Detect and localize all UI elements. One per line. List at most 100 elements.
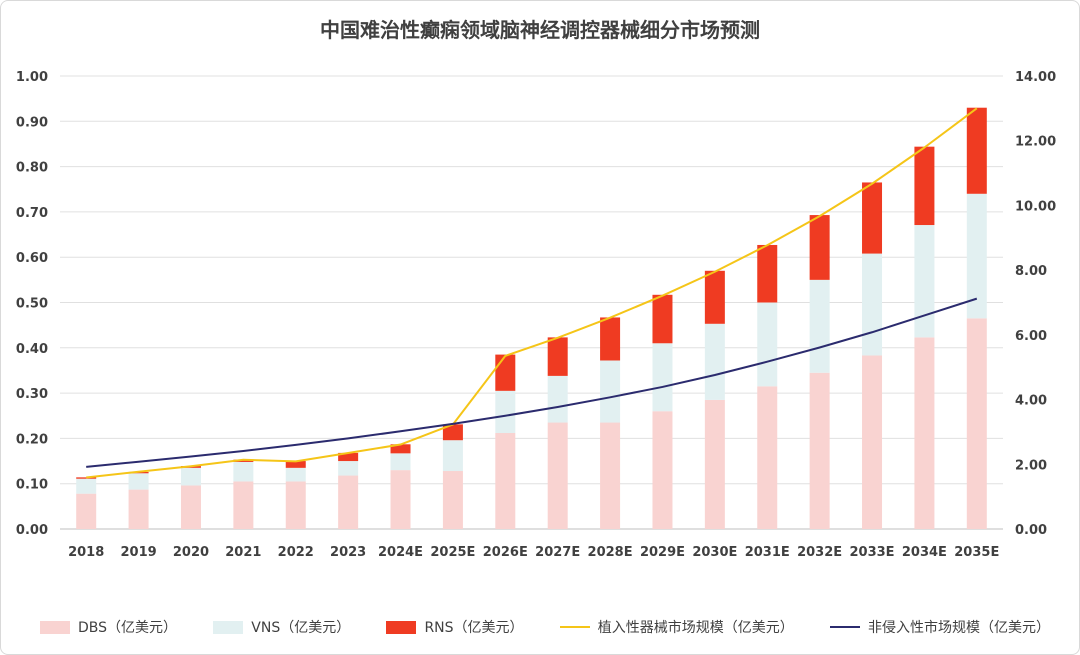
bar-segment-dbs <box>652 411 673 529</box>
legend-swatch <box>830 626 860 628</box>
x-axis-tick-label: 2018 <box>68 545 104 560</box>
bar-segment-rns <box>76 477 97 479</box>
bar-segment-rns <box>862 182 883 254</box>
bar-segment-dbs <box>495 432 516 529</box>
x-axis-tick-label: 2026E <box>483 545 528 560</box>
legend-label: 植入性器械市场规模（亿美元） <box>597 620 794 636</box>
bar-segment-vns <box>966 193 987 319</box>
bar-segment-dbs <box>809 372 830 529</box>
right-axis-tick-label: 0.00 <box>1015 523 1047 538</box>
bar-segment-dbs <box>966 318 987 529</box>
bar-segment-dbs <box>233 481 254 529</box>
bar-segment-vns <box>547 375 568 423</box>
right-axis-tick-label: 10.00 <box>1015 199 1056 214</box>
bar-segment-dbs <box>128 489 149 529</box>
legend-label: DBS（亿美元） <box>78 620 178 636</box>
chart-title: 中国难治性癫痫领域脑神经调控器械细分市场预测 <box>320 18 760 42</box>
bar-segment-vns <box>390 453 411 471</box>
left-axis-tick-label: 0.10 <box>16 478 48 493</box>
legend-label: 非侵入性市场规模（亿美元） <box>868 620 1050 636</box>
bar-segment-vns <box>495 390 516 433</box>
left-axis-tick-label: 0.20 <box>16 432 48 447</box>
legend-rns: RNS（亿美元） <box>386 617 524 637</box>
left-axis-tick-label: 0.50 <box>16 297 48 312</box>
legend-swatch <box>40 620 70 634</box>
bar-segment-rns <box>966 107 987 194</box>
bar-segment-rns <box>652 294 673 344</box>
x-axis-tick-label: 2027E <box>535 545 580 560</box>
x-axis-tick-label: 2020 <box>173 545 209 560</box>
bar-segment-vns <box>757 302 778 387</box>
bar-segment-rns <box>390 444 411 454</box>
bar-segment-dbs <box>442 471 463 529</box>
axis-layer: 0.00 0.10 0.20 0.30 0.40 0.50 0.60 0.70 0.80 0.90… <box>16 70 1056 560</box>
grid-layer <box>60 75 1003 530</box>
bar-segment-rns <box>285 461 306 468</box>
legend-vns: VNS（亿美元） <box>213 617 350 637</box>
bar-segment-vns <box>862 253 883 356</box>
x-axis-tick-label: 2032E <box>797 545 842 560</box>
bar-segment-dbs <box>76 493 97 529</box>
legend-swatch <box>559 626 590 628</box>
bar-layer <box>76 107 987 529</box>
bar-segment-rns <box>547 337 568 376</box>
x-axis-tick-label: 2029E <box>640 545 685 560</box>
legend-label: RNS（亿美元） <box>424 620 524 636</box>
bar-segment-vns <box>704 323 725 400</box>
bar-segment-rns <box>233 459 254 462</box>
bar-segment-rns <box>600 317 621 361</box>
legend-swatch <box>213 620 244 634</box>
bar-segment-vns <box>809 279 830 373</box>
x-axis-tick-label: 2023 <box>330 545 366 560</box>
legend-swatch <box>386 620 417 634</box>
x-axis-tick-label: 2019 <box>120 545 156 560</box>
bar-segment-vns <box>442 440 463 472</box>
legend-implantable: 植入性器械市场规模（亿美元） <box>559 617 794 637</box>
legend: DBS（亿美元） VNS（亿美元） RNS（亿美元） 植入性器械市场规模（亿美元） 非侵… <box>40 615 1050 639</box>
bar-segment-vns <box>914 225 935 338</box>
right-axis-tick-label: 8.00 <box>1015 264 1047 279</box>
x-axis-tick-label: 2034E <box>902 545 947 560</box>
line-layer <box>86 107 978 479</box>
x-axis-tick-label: 2025E <box>430 545 475 560</box>
bar-segment-dbs <box>757 386 778 529</box>
x-axis-tick-label: 2033E <box>849 545 894 560</box>
bar-segment-vns <box>76 478 97 494</box>
bar-segment-rns <box>757 244 778 303</box>
bar-segment-rns <box>809 215 830 280</box>
bar-segment-vns <box>128 473 149 490</box>
implantable-market-line <box>86 107 978 479</box>
left-axis-tick-label: 0.00 <box>16 523 48 538</box>
x-axis-tick-label: 2030E <box>692 545 737 560</box>
bar-segment-rns <box>442 424 463 441</box>
x-axis-tick-label: 2031E <box>745 545 790 560</box>
right-axis-tick-label: 6.00 <box>1015 329 1047 344</box>
left-axis-tick-label: 0.80 <box>16 161 48 176</box>
bar-segment-dbs <box>180 485 201 529</box>
right-axis-tick-label: 14.00 <box>1015 70 1056 85</box>
bar-segment-dbs <box>390 470 411 529</box>
bar-segment-dbs <box>704 399 725 529</box>
bar-segment-rns <box>914 146 935 226</box>
bar-segment-dbs <box>914 337 935 529</box>
right-axis-tick-label: 12.00 <box>1015 135 1056 150</box>
bar-segment-rns <box>495 354 516 391</box>
left-axis-tick-label: 0.60 <box>16 251 48 266</box>
legend-noninvasive: 非侵入性市场规模（亿美元） <box>830 617 1050 637</box>
left-axis-tick-label: 0.70 <box>16 206 48 221</box>
bar-segment-vns <box>180 467 201 486</box>
noninvasive-market-line <box>86 297 978 468</box>
left-axis-tick-label: 0.90 <box>16 115 48 130</box>
left-axis-tick-label: 0.40 <box>16 342 48 357</box>
bar-segment-dbs <box>862 355 883 529</box>
bar-segment-vns <box>338 461 359 476</box>
left-axis-tick-label: 0.30 <box>16 387 48 402</box>
bar-segment-dbs <box>338 475 359 529</box>
bar-segment-vns <box>285 467 306 482</box>
legend-label: VNS（亿美元） <box>251 620 351 636</box>
x-axis-tick-label: 2022 <box>278 545 314 560</box>
x-axis-tick-label: 2021 <box>225 545 261 560</box>
x-axis-tick-label: 2024E <box>378 545 423 560</box>
bar-segment-rns <box>338 452 359 462</box>
